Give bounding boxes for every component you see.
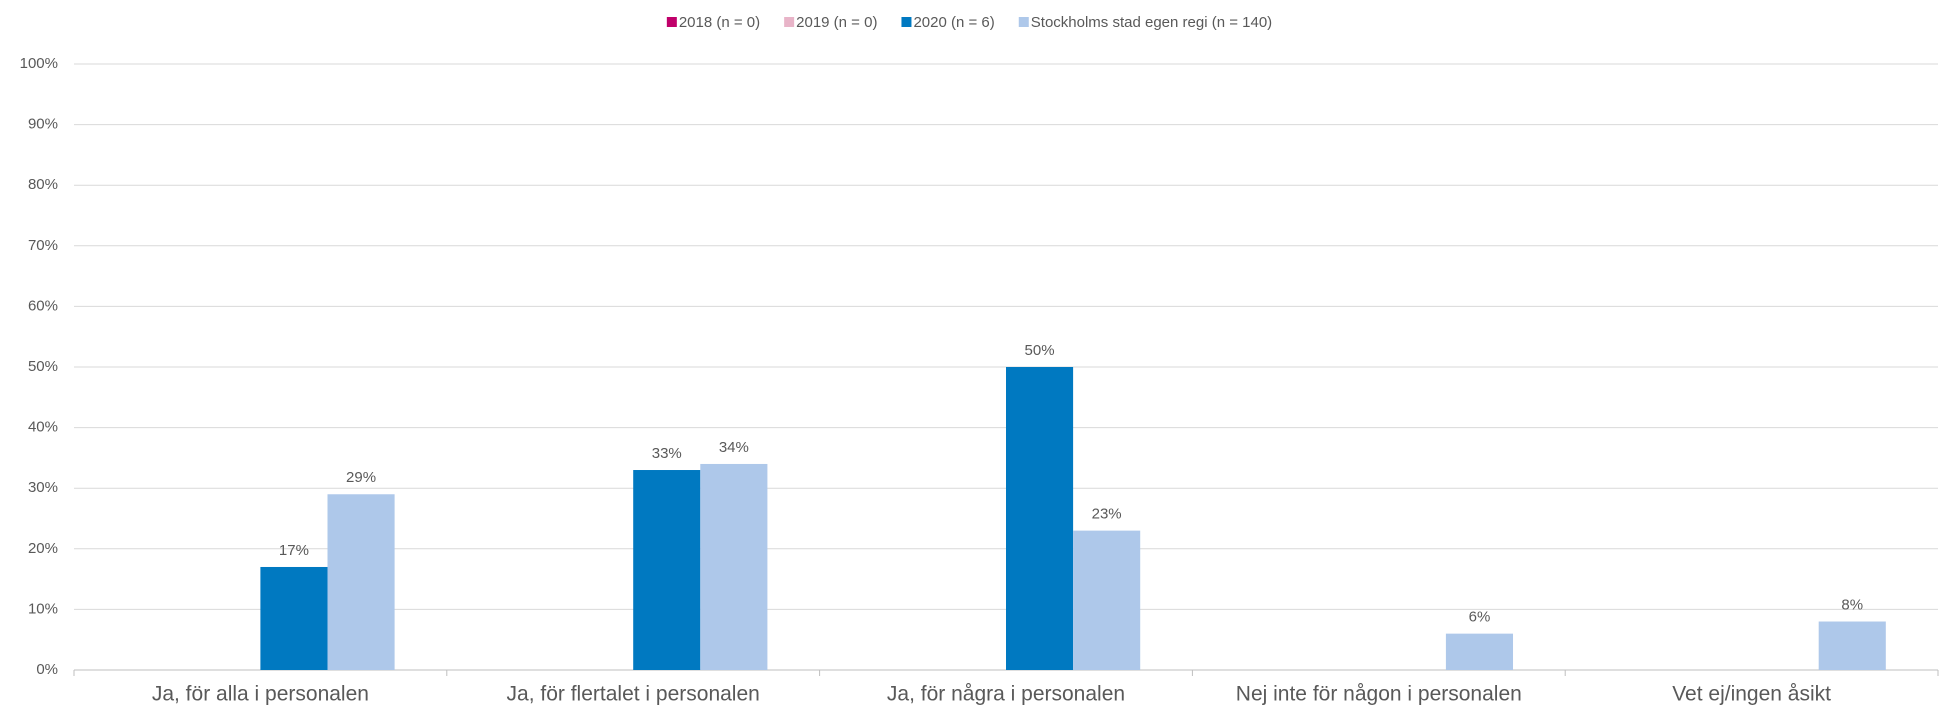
legend-swatch xyxy=(901,17,912,27)
y-tick-label: 60% xyxy=(28,297,58,314)
x-tick-label: Ja, för alla i personalen xyxy=(152,683,369,706)
legend-swatch xyxy=(666,17,677,27)
y-tick-label: 30% xyxy=(28,479,58,496)
legend-label: 2020 (n = 6) xyxy=(913,14,994,31)
bar xyxy=(1445,633,1514,670)
y-tick-label: 80% xyxy=(28,176,58,193)
legend-swatch xyxy=(784,17,795,27)
data-label: 33% xyxy=(652,445,682,462)
y-tick-label: 20% xyxy=(28,540,58,557)
data-label: 29% xyxy=(346,469,376,486)
y-tick-label: 50% xyxy=(28,358,58,375)
y-tick-label: 90% xyxy=(28,116,58,133)
legend-label: 2018 (n = 0) xyxy=(679,14,760,31)
legend-label: Stockholms stad egen regi (n = 140) xyxy=(1031,14,1272,31)
bar xyxy=(1073,530,1141,670)
x-tick-label: Ja, för flertalet i personalen xyxy=(507,683,760,706)
data-label: 50% xyxy=(1025,342,1055,359)
x-tick-label: Vet ej/ingen åsikt xyxy=(1672,683,1831,706)
y-tick-label: 70% xyxy=(28,237,58,254)
y-tick-label: 100% xyxy=(20,55,58,72)
data-label: 8% xyxy=(1841,596,1863,613)
x-tick-label: Nej inte för någon i personalen xyxy=(1236,683,1522,706)
y-tick-label: 10% xyxy=(28,600,58,617)
y-tick-label: 40% xyxy=(28,419,58,436)
bar xyxy=(700,463,768,670)
data-label: 34% xyxy=(719,439,749,456)
bar xyxy=(327,494,395,670)
bar xyxy=(633,470,701,670)
data-label: 17% xyxy=(279,542,309,559)
bar xyxy=(1818,621,1886,670)
data-label: 23% xyxy=(1092,506,1122,523)
legend-label: 2019 (n = 0) xyxy=(796,14,877,31)
legend-swatch xyxy=(1018,17,1029,27)
bar xyxy=(260,566,328,670)
x-tick-label: Ja, för några i personalen xyxy=(887,683,1125,706)
bar xyxy=(1006,367,1074,670)
y-tick-label: 0% xyxy=(36,661,58,678)
data-label: 6% xyxy=(1469,609,1491,626)
